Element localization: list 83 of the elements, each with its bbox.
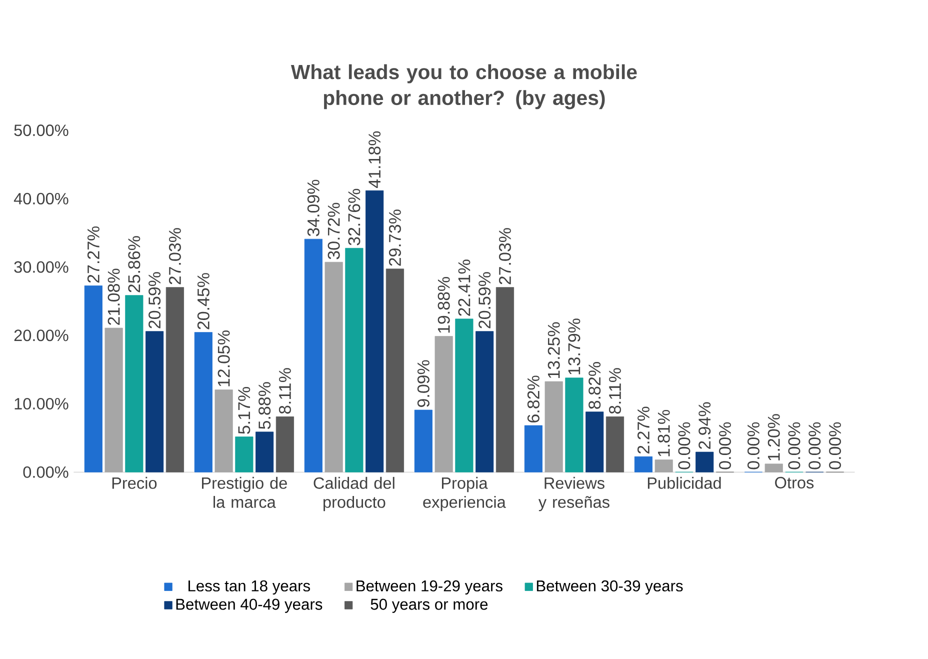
bar bbox=[386, 268, 404, 472]
bar bbox=[146, 331, 164, 472]
data-label: 6.82% bbox=[527, 376, 540, 422]
data-label: 13.25% bbox=[548, 322, 560, 378]
data-label: 27.03% bbox=[498, 228, 511, 284]
bar bbox=[304, 238, 322, 472]
data-label: 2.94% bbox=[698, 402, 711, 449]
chart-title: What leads you to choose a mobile phone or another? (by ages) bbox=[290, 64, 637, 110]
bar bbox=[634, 456, 652, 472]
data-label: 20.45% bbox=[197, 272, 210, 330]
data-label: 27.03% bbox=[168, 228, 181, 284]
data-label: 1.20% bbox=[768, 414, 780, 460]
legend-label: Between 30-39 years bbox=[536, 580, 683, 594]
data-label: 0.00% bbox=[829, 422, 842, 470]
data-label: 9.09% bbox=[417, 360, 430, 407]
data-label: 0.00% bbox=[718, 422, 732, 470]
bar bbox=[276, 416, 294, 472]
bar bbox=[654, 459, 673, 472]
data-label: 25.86% bbox=[128, 236, 140, 292]
data-label: 5.17% bbox=[238, 386, 250, 434]
y-tick-label: 20.00% bbox=[14, 330, 68, 342]
bar bbox=[696, 452, 714, 472]
x-tick-label: Reviews y reseñas bbox=[538, 476, 610, 512]
data-label: 0.00% bbox=[808, 422, 821, 470]
data-label: 0.00% bbox=[678, 422, 690, 470]
bar bbox=[366, 190, 384, 472]
y-tick-label: 40.00% bbox=[14, 192, 68, 204]
x-tick-label: Otros bbox=[775, 476, 814, 488]
bar bbox=[166, 287, 184, 472]
data-label: 20.59% bbox=[478, 272, 491, 328]
x-tick-label: Calidad del producto bbox=[314, 476, 394, 512]
x-tick-label: Propia experiencia bbox=[423, 476, 506, 512]
bar bbox=[125, 295, 144, 472]
bar bbox=[496, 287, 514, 472]
data-label: 20.59% bbox=[148, 272, 161, 328]
bar bbox=[256, 432, 274, 472]
data-label: 0.00% bbox=[788, 422, 800, 470]
data-label: 30.72% bbox=[328, 202, 340, 260]
legend-label: Between 19-29 years bbox=[356, 580, 502, 594]
data-label: 41.18% bbox=[368, 131, 381, 188]
data-label: 8.11% bbox=[278, 368, 291, 414]
bar bbox=[764, 464, 783, 472]
data-label: 12.05% bbox=[218, 330, 230, 386]
data-label: 22.41% bbox=[458, 260, 470, 316]
bar bbox=[544, 381, 563, 472]
y-tick-label: 10.00% bbox=[14, 398, 68, 410]
data-label: 32.76% bbox=[348, 188, 360, 246]
bar bbox=[345, 248, 364, 472]
data-label: 8.11% bbox=[608, 368, 621, 414]
x-tick-label: Publicidad bbox=[648, 476, 721, 489]
data-label: 27.27% bbox=[87, 226, 100, 282]
bar bbox=[324, 262, 343, 472]
bar bbox=[84, 285, 102, 472]
data-label: 19.88% bbox=[438, 276, 450, 333]
legend-label: 50 years or more bbox=[370, 598, 488, 613]
bar bbox=[455, 318, 474, 472]
bar bbox=[434, 336, 453, 472]
bar bbox=[586, 411, 604, 472]
legend-label: Less tan 18 years bbox=[188, 580, 310, 594]
x-tick-label: Precio bbox=[112, 476, 157, 489]
bar bbox=[104, 328, 123, 472]
data-label: 21.08% bbox=[108, 268, 120, 325]
data-label: 13.79% bbox=[568, 318, 580, 374]
y-tick-label: 50.00% bbox=[14, 124, 68, 136]
y-tick-label: 0.00% bbox=[23, 466, 68, 478]
y-tick-label: 30.00% bbox=[14, 261, 68, 273]
bar bbox=[414, 410, 432, 472]
bar bbox=[194, 332, 212, 472]
data-label: 5.88% bbox=[258, 382, 271, 429]
bar bbox=[235, 436, 254, 472]
data-label: 0.00% bbox=[747, 422, 760, 470]
bar bbox=[476, 331, 494, 472]
data-label: 8.82% bbox=[588, 362, 601, 409]
bar bbox=[524, 425, 542, 472]
bar bbox=[214, 389, 233, 472]
x-tick-label: Prestigio de la marca bbox=[202, 476, 287, 508]
data-label: 29.73% bbox=[388, 210, 401, 266]
bar bbox=[606, 416, 624, 472]
data-label: 2.27% bbox=[637, 406, 650, 454]
bar bbox=[565, 378, 584, 472]
data-label: 1.81% bbox=[658, 410, 670, 456]
data-label: 34.09% bbox=[307, 180, 320, 236]
legend-label: Between 40-49 years bbox=[176, 598, 322, 613]
